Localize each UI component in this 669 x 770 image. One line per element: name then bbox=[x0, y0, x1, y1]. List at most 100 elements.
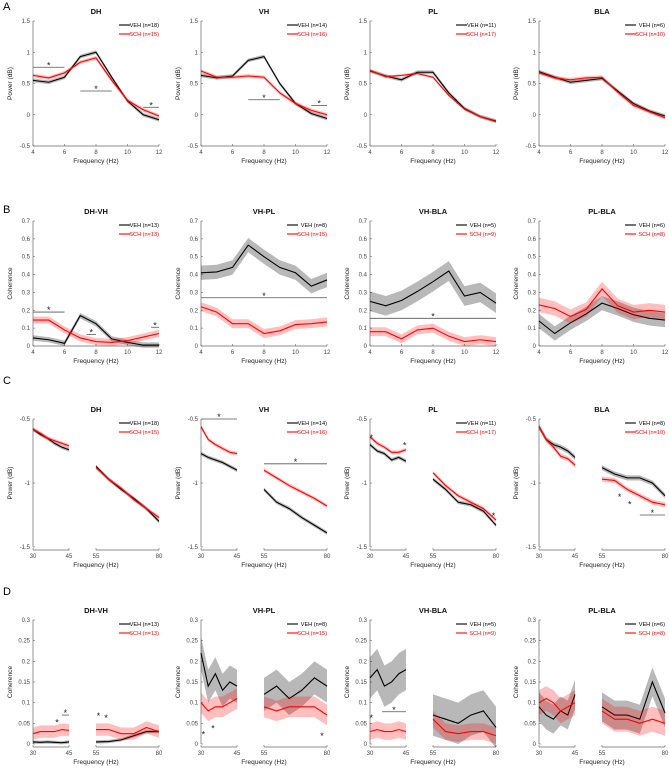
y-tick-label: 0.6 bbox=[22, 237, 31, 243]
significance-marker: * bbox=[311, 98, 327, 108]
x-tick-label: 45 bbox=[66, 751, 73, 757]
significance-marker: * bbox=[370, 311, 496, 321]
significance-star: * bbox=[369, 433, 373, 443]
subplot-A-bla: -0.5 0 0.5 1 1.5 4 6 8 10 12 Frequency (Hz) Power (… bbox=[513, 7, 669, 165]
y-axis-label: Power (dB) bbox=[175, 67, 182, 100]
y-tick-label: 0.5 bbox=[22, 255, 31, 261]
x-tick-label: 4 bbox=[368, 350, 372, 356]
y-tick-label: 0.15 bbox=[18, 680, 30, 686]
x-tick-label: 80 bbox=[662, 751, 669, 757]
x-tick-label: 6 bbox=[569, 150, 573, 156]
y-tick-label: 0 bbox=[364, 113, 368, 119]
significance-star: * bbox=[294, 457, 298, 467]
axes: 0 0.05 0.1 0.15 0.2 0.25 0.3 30 45 55 80 bbox=[355, 618, 500, 757]
y-tick-label: 0.2 bbox=[190, 659, 199, 665]
series-sch bbox=[200, 302, 328, 338]
x-tick-label: 80 bbox=[324, 751, 331, 757]
subplot-A-pl: -0.5 0 0.5 1 1.5 4 6 8 10 12 Frequency (Hz) Power (… bbox=[344, 7, 500, 165]
y-tick-label: 1 bbox=[27, 50, 31, 56]
legend-label: SCH (n=8) bbox=[638, 232, 665, 238]
series-veh bbox=[32, 729, 160, 745]
x-tick-label: 8 bbox=[600, 350, 604, 356]
significance-marker: * bbox=[151, 320, 159, 330]
legend-label: VEH (n=8) bbox=[301, 223, 327, 229]
x-tick-label: 8 bbox=[262, 150, 266, 156]
sem-band bbox=[264, 468, 327, 508]
mean-line bbox=[432, 710, 497, 728]
sem-band bbox=[539, 686, 575, 724]
sem-band bbox=[201, 424, 237, 456]
x-axis-label: Frequency (Hz) bbox=[241, 358, 286, 365]
y-tick-label: 0.3 bbox=[528, 290, 537, 296]
y-tick-label: -1 bbox=[25, 481, 31, 487]
mean-line bbox=[601, 680, 666, 720]
x-tick-label: 4 bbox=[31, 150, 35, 156]
y-tick-label: 0.15 bbox=[524, 680, 536, 686]
y-tick-label: 0.3 bbox=[22, 618, 31, 624]
y-tick-label: 0.6 bbox=[359, 237, 368, 243]
mean-line bbox=[32, 428, 70, 447]
subplot-title: VH-BLA bbox=[419, 606, 448, 615]
y-tick-label: 0.1 bbox=[359, 326, 368, 332]
legend-label: VEH (n=6) bbox=[639, 223, 665, 229]
mean-line bbox=[95, 467, 160, 519]
significance-star: * bbox=[97, 711, 101, 721]
x-tick-label: 12 bbox=[662, 350, 669, 356]
x-tick-label: 6 bbox=[400, 150, 404, 156]
y-axis-label: Coherence bbox=[344, 267, 351, 300]
significance-marker: * bbox=[618, 492, 622, 502]
y-axis-label: Coherence bbox=[7, 267, 14, 300]
y-tick-label: 1.5 bbox=[528, 19, 537, 25]
x-tick-label: 10 bbox=[292, 150, 299, 156]
axes: -0.5 0 0.5 1 1.5 4 6 8 10 12 bbox=[188, 19, 331, 156]
significance-marker: * bbox=[211, 723, 215, 733]
y-tick-label: 0 bbox=[533, 113, 537, 119]
series-sch bbox=[200, 688, 328, 726]
y-tick-label: 0 bbox=[533, 742, 537, 748]
subplot-title: VH bbox=[259, 7, 269, 16]
sem-band bbox=[96, 721, 159, 740]
legend-label: SCH (n=17) bbox=[466, 32, 496, 38]
significance-star: * bbox=[262, 291, 266, 301]
y-tick-label: 0.4 bbox=[190, 273, 199, 279]
y-tick-label: -0.5 bbox=[526, 417, 537, 423]
x-tick-label: 12 bbox=[324, 150, 331, 156]
x-tick-label: 8 bbox=[262, 350, 266, 356]
sem-band bbox=[201, 688, 237, 722]
x-tick-label: 55 bbox=[261, 751, 268, 757]
significance-star: * bbox=[320, 731, 324, 741]
x-tick-label: 6 bbox=[63, 150, 67, 156]
legend-label: SCH (n=17) bbox=[466, 430, 496, 436]
series-sch bbox=[538, 424, 666, 508]
series-sch bbox=[369, 323, 497, 346]
mean-line bbox=[538, 694, 576, 720]
y-tick-label: 0.4 bbox=[22, 273, 31, 279]
y-axis-label: Power (dB) bbox=[513, 67, 520, 100]
x-axis-label: Frequency (Hz) bbox=[73, 358, 118, 365]
sem-band bbox=[33, 50, 159, 122]
y-tick-label: 0 bbox=[27, 113, 31, 119]
y-tick-label: 0.3 bbox=[190, 290, 199, 296]
mean-line bbox=[263, 469, 328, 507]
y-tick-label: -0.5 bbox=[20, 417, 31, 423]
series-veh bbox=[200, 636, 328, 716]
y-tick-label: 1 bbox=[195, 50, 199, 56]
y-tick-label: 0.7 bbox=[528, 219, 537, 225]
y-tick-label: 0.2 bbox=[359, 308, 368, 314]
y-tick-label: -1 bbox=[193, 481, 199, 487]
x-tick-label: 80 bbox=[493, 751, 500, 757]
mean-line bbox=[200, 426, 238, 455]
series-sch bbox=[32, 427, 160, 520]
significance-marker: * bbox=[639, 508, 665, 518]
y-axis-label: Power (dB) bbox=[344, 67, 351, 100]
legend-label: VEH (n=8) bbox=[639, 421, 665, 427]
legend-label: SCH (n=15) bbox=[297, 232, 327, 238]
legend-label: SCH (n=15) bbox=[129, 32, 159, 38]
significance-marker: * bbox=[80, 84, 112, 94]
x-tick-label: 45 bbox=[66, 554, 73, 560]
y-tick-label: -1 bbox=[531, 481, 537, 487]
x-tick-label: 45 bbox=[403, 554, 410, 560]
legend-label: SCH (n=9) bbox=[469, 232, 496, 238]
y-axis-label: Power (dB) bbox=[513, 467, 520, 500]
x-tick-label: 80 bbox=[156, 554, 163, 560]
